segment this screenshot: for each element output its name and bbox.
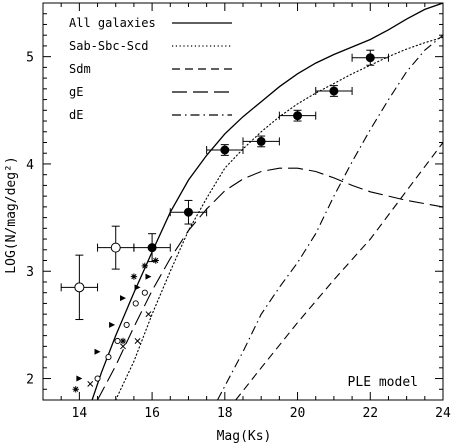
x-tick-label: 16	[144, 406, 160, 421]
small-open-circle-point	[94, 375, 101, 382]
legend-label-de: dE	[69, 108, 83, 122]
filled-circle-point	[183, 207, 193, 217]
x-tick-label: 24	[435, 406, 451, 421]
open-circle-point	[110, 242, 121, 253]
asterisk-point	[119, 337, 127, 345]
y-tick-label: 4	[26, 158, 34, 173]
small-open-circle-point	[123, 321, 130, 328]
small-open-circle-point	[105, 354, 112, 361]
filled-circle-point	[365, 53, 375, 63]
x-tick-label: 18	[217, 406, 233, 421]
legend-label-sab-sbc-scd: Sab-Sbc-Scd	[69, 39, 148, 53]
asterisk-point	[72, 386, 79, 393]
triangle-point	[145, 273, 152, 280]
cross-point	[120, 343, 126, 350]
small-open-circle-point	[132, 300, 139, 307]
cross-point	[145, 311, 152, 318]
x-tick-label: 20	[290, 406, 306, 421]
model-annotation: PLE model	[348, 375, 418, 390]
curve-all-galaxies	[91, 3, 443, 400]
y-tick-label: 5	[26, 51, 34, 66]
filled-circle-point	[220, 145, 230, 155]
filled-circle-point	[293, 111, 303, 121]
small-open-circle-point	[141, 289, 148, 296]
triangle-point	[94, 348, 101, 355]
small-open-circle-point	[114, 337, 121, 345]
asterisk-point	[152, 257, 159, 264]
legend-label-ge: gE	[69, 85, 83, 99]
cross-point	[87, 380, 94, 387]
legend: All galaxies Sab-Sbc-Scd Sdm gE dE	[69, 16, 232, 122]
observed-points	[60, 49, 389, 393]
triangle-point	[109, 321, 116, 328]
legend-label-sdm: Sdm	[69, 62, 91, 76]
curve-sdm	[235, 142, 443, 400]
filled-circle-point	[256, 136, 266, 146]
legend-label-all-galaxies: All galaxies	[69, 16, 156, 30]
plot-border	[42, 2, 444, 401]
asterisk-point	[141, 262, 149, 270]
y-tick-label: 3	[26, 265, 34, 280]
filled-circle-point	[147, 243, 157, 253]
curve-de	[217, 34, 443, 400]
y-axis-label: LOG(N/mag/deg²)	[4, 156, 19, 273]
y-tick-label: 2	[26, 373, 34, 388]
triangle-point	[134, 284, 141, 291]
open-circle-point	[74, 282, 85, 293]
x-tick-label: 14	[72, 406, 88, 421]
triangle-point	[120, 295, 126, 302]
x-tick-label: 22	[362, 406, 378, 421]
asterisk-point	[130, 273, 138, 280]
x-axis-label: Mag(Ks)	[217, 429, 272, 444]
triangle-point	[76, 375, 83, 382]
filled-circle-point	[329, 86, 339, 96]
model-curves	[91, 3, 443, 400]
curve-ge	[97, 167, 443, 400]
plot-frame: 14 16 18 20 22 24 2 3 4 5	[26, 2, 451, 421]
cross-point	[134, 338, 141, 344]
